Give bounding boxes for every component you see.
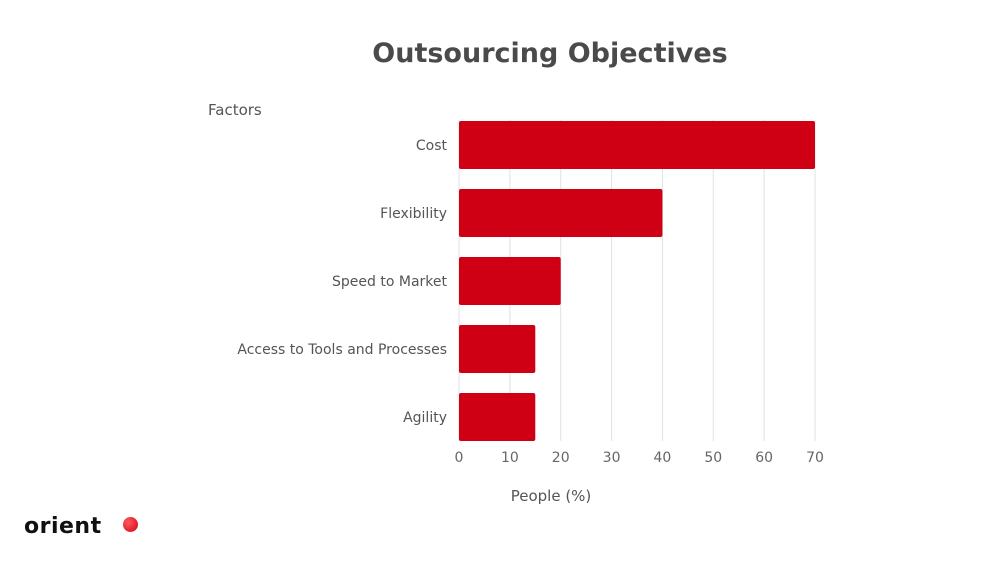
bar-flexibility [459, 189, 663, 237]
x-tick-label: 60 [755, 450, 773, 466]
logo-dot-icon [123, 517, 138, 532]
x-tick-label: 0 [455, 450, 464, 466]
category-label: Cost [416, 138, 448, 154]
x-tick-label: 10 [501, 450, 519, 466]
x-tick-label: 70 [806, 450, 824, 466]
chart-title: Outsourcing Objectives [372, 38, 728, 69]
category-label: Flexibility [380, 206, 447, 222]
x-tick-label: 40 [654, 450, 672, 466]
bar-access-to-tools-and-processes [459, 325, 536, 373]
category-label: Speed to Market [332, 274, 447, 290]
category-label: Access to Tools and Processes [237, 342, 447, 358]
bar-speed-to-market [459, 257, 561, 305]
bar-cost [459, 121, 815, 169]
y-axis-label: Factors [208, 101, 262, 119]
x-tick-label: 20 [552, 450, 570, 466]
x-axis-label: People (%) [511, 487, 592, 505]
x-tick-label: 30 [603, 450, 621, 466]
category-label: Agility [403, 410, 447, 426]
bar-agility [459, 393, 536, 441]
orient-logo: orient [24, 514, 102, 539]
x-tick-label: 50 [704, 450, 722, 466]
